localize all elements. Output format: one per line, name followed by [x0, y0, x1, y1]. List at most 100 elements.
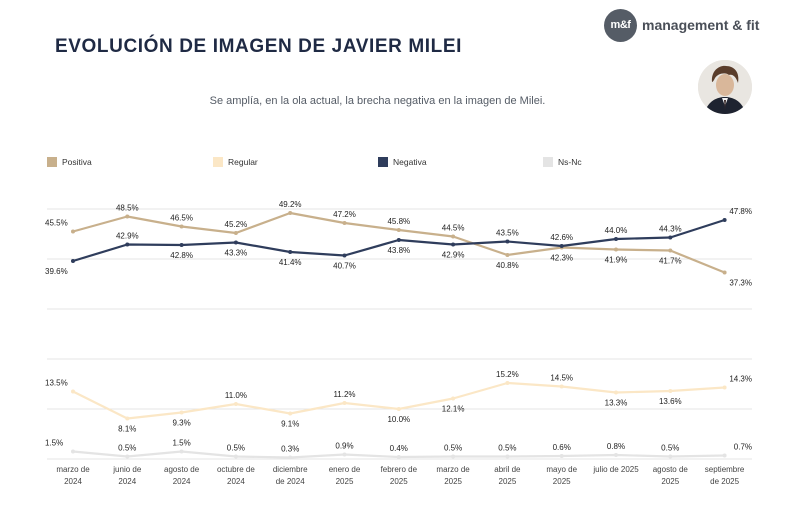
data-label-regular: 11.0%	[225, 391, 247, 400]
data-point-negativa	[342, 253, 347, 258]
data-label-positiva: 37.3%	[729, 279, 752, 288]
x-tick-label: 2024	[118, 477, 136, 486]
brand-logo-icon: m&f	[604, 8, 637, 42]
data-label-regular: 10.0%	[387, 415, 410, 424]
data-point-regular	[451, 396, 456, 401]
legend-swatch-regular	[213, 157, 223, 167]
legend-swatch-nsnc	[543, 157, 553, 167]
x-tick-label: septiembre	[705, 465, 745, 474]
data-label-negativa: 40.7%	[333, 262, 356, 271]
data-point-regular	[559, 384, 564, 389]
data-point-nsnc	[71, 449, 75, 454]
data-point-negativa	[614, 237, 618, 241]
data-label-regular: 9.1%	[281, 420, 299, 429]
avatar	[698, 60, 752, 114]
data-label-regular: 12.1%	[442, 405, 465, 414]
data-point-regular	[71, 389, 75, 394]
legend-label-positiva: Positiva	[62, 157, 92, 167]
data-label-nsnc: 0.5%	[661, 444, 679, 453]
data-label-regular: 15.2%	[496, 370, 519, 379]
data-label-regular: 11.2%	[333, 390, 355, 399]
data-point-negativa	[71, 259, 75, 263]
data-point-regular	[668, 389, 673, 393]
data-point-regular	[233, 402, 238, 406]
data-label-regular: 13.6%	[659, 397, 682, 406]
data-point-regular	[342, 401, 347, 405]
data-point-negativa	[233, 240, 238, 245]
data-label-positiva: 48.5%	[116, 204, 139, 213]
x-tick-label: agosto de	[164, 465, 200, 474]
x-tick-label: 2025	[661, 477, 679, 486]
data-label-nsnc: 0.6%	[553, 443, 571, 452]
data-point-positiva	[71, 229, 75, 234]
x-tick-label: 2025	[390, 477, 408, 486]
legend-label-nsnc: Ns-Nc	[558, 157, 582, 167]
data-label-nsnc: 0.7%	[734, 443, 752, 452]
data-label-negativa: 43.3%	[225, 249, 248, 258]
x-tick-label: 2025	[553, 477, 571, 486]
x-tick-label: diciembre	[273, 465, 308, 474]
data-label-nsnc: 0.8%	[607, 442, 625, 451]
data-label-positiva: 41.7%	[659, 257, 682, 266]
portrait-icon	[698, 60, 752, 114]
x-tick-label: octubre de	[217, 465, 255, 474]
data-point-nsnc	[288, 455, 293, 460]
data-label-negativa: 39.6%	[45, 267, 68, 276]
x-tick-label: de 2025	[710, 477, 739, 486]
data-label-positiva: 45.8%	[387, 217, 410, 226]
legend-label-negativa: Negativa	[393, 157, 427, 167]
x-tick-label: de 2024	[276, 477, 305, 486]
data-label-regular: 8.1%	[118, 425, 136, 434]
x-tick-label: 2025	[336, 477, 354, 486]
data-point-regular	[288, 411, 293, 416]
x-tick-label: junio de	[112, 465, 142, 474]
data-label-regular: 13.5%	[45, 379, 68, 388]
data-label-negativa: 41.4%	[279, 258, 302, 267]
data-point-regular	[125, 416, 130, 421]
data-point-positiva	[396, 228, 401, 232]
x-tick-label: febrero de	[381, 465, 418, 474]
chart-subtitle: Se amplía, en la ola actual, la brecha n…	[209, 95, 546, 107]
data-label-nsnc: 0.9%	[335, 442, 353, 451]
data-point-negativa	[505, 239, 510, 244]
data-label-negativa: 42.6%	[550, 233, 573, 242]
data-point-nsnc	[233, 454, 238, 459]
data-label-nsnc: 0.5%	[118, 444, 136, 453]
data-label-positiva: 42.3%	[550, 254, 573, 263]
x-tick-label: 2024	[173, 477, 191, 486]
x-tick-label: 2024	[227, 477, 245, 486]
data-point-nsnc	[722, 453, 727, 458]
data-point-positiva	[451, 234, 456, 239]
data-point-positiva	[288, 211, 293, 215]
data-label-positiva: 44.5%	[442, 224, 465, 233]
data-label-nsnc: 0.4%	[390, 444, 408, 453]
chart-title: EVOLUCIÓN DE IMAGEN DE JAVIER MILEI	[55, 36, 463, 57]
legend-swatch-negativa	[378, 157, 388, 167]
data-point-nsnc	[125, 454, 130, 459]
data-label-negativa: 44.3%	[659, 225, 682, 234]
data-point-nsnc	[179, 449, 184, 454]
x-tick-label: 2025	[499, 477, 517, 486]
x-tick-label: 2025	[444, 477, 462, 486]
data-point-negativa	[125, 242, 130, 247]
data-label-negativa: 43.8%	[387, 246, 410, 255]
legend-label-regular: Regular	[228, 157, 258, 167]
data-label-negativa: 43.5%	[496, 229, 519, 238]
data-point-negativa	[668, 235, 673, 240]
data-label-negativa: 47.8%	[729, 207, 752, 216]
data-point-positiva	[505, 253, 510, 257]
data-point-nsnc	[396, 455, 401, 459]
data-label-negativa: 42.8%	[170, 251, 193, 260]
data-label-positiva: 47.2%	[333, 210, 356, 219]
data-point-nsnc	[559, 454, 564, 458]
data-label-positiva: 45.5%	[45, 219, 68, 228]
x-tick-label: abril de	[494, 465, 521, 474]
x-tick-label: marzo de	[436, 465, 470, 474]
data-point-negativa	[722, 218, 727, 222]
legend-item-negativa: Negativa	[378, 157, 427, 167]
data-label-nsnc: 0.5%	[498, 444, 516, 453]
legend-item-nsnc: Ns-Nc	[543, 157, 582, 167]
brand: m&f management & fit	[604, 8, 790, 42]
data-point-positiva	[668, 248, 673, 253]
